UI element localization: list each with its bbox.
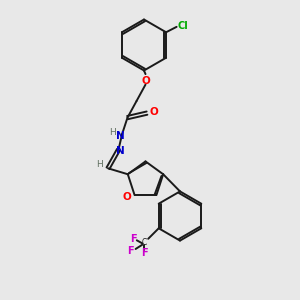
Text: O: O	[123, 191, 131, 202]
Text: F: F	[141, 248, 148, 258]
Text: N: N	[116, 130, 125, 141]
Text: O: O	[141, 76, 150, 86]
Text: N: N	[116, 146, 124, 156]
Text: Cl: Cl	[178, 21, 189, 31]
Text: H: H	[96, 160, 103, 169]
Text: F: F	[130, 234, 137, 244]
Text: H: H	[109, 128, 116, 137]
Text: C: C	[142, 238, 147, 247]
Text: F: F	[128, 246, 134, 256]
Text: O: O	[149, 106, 158, 117]
